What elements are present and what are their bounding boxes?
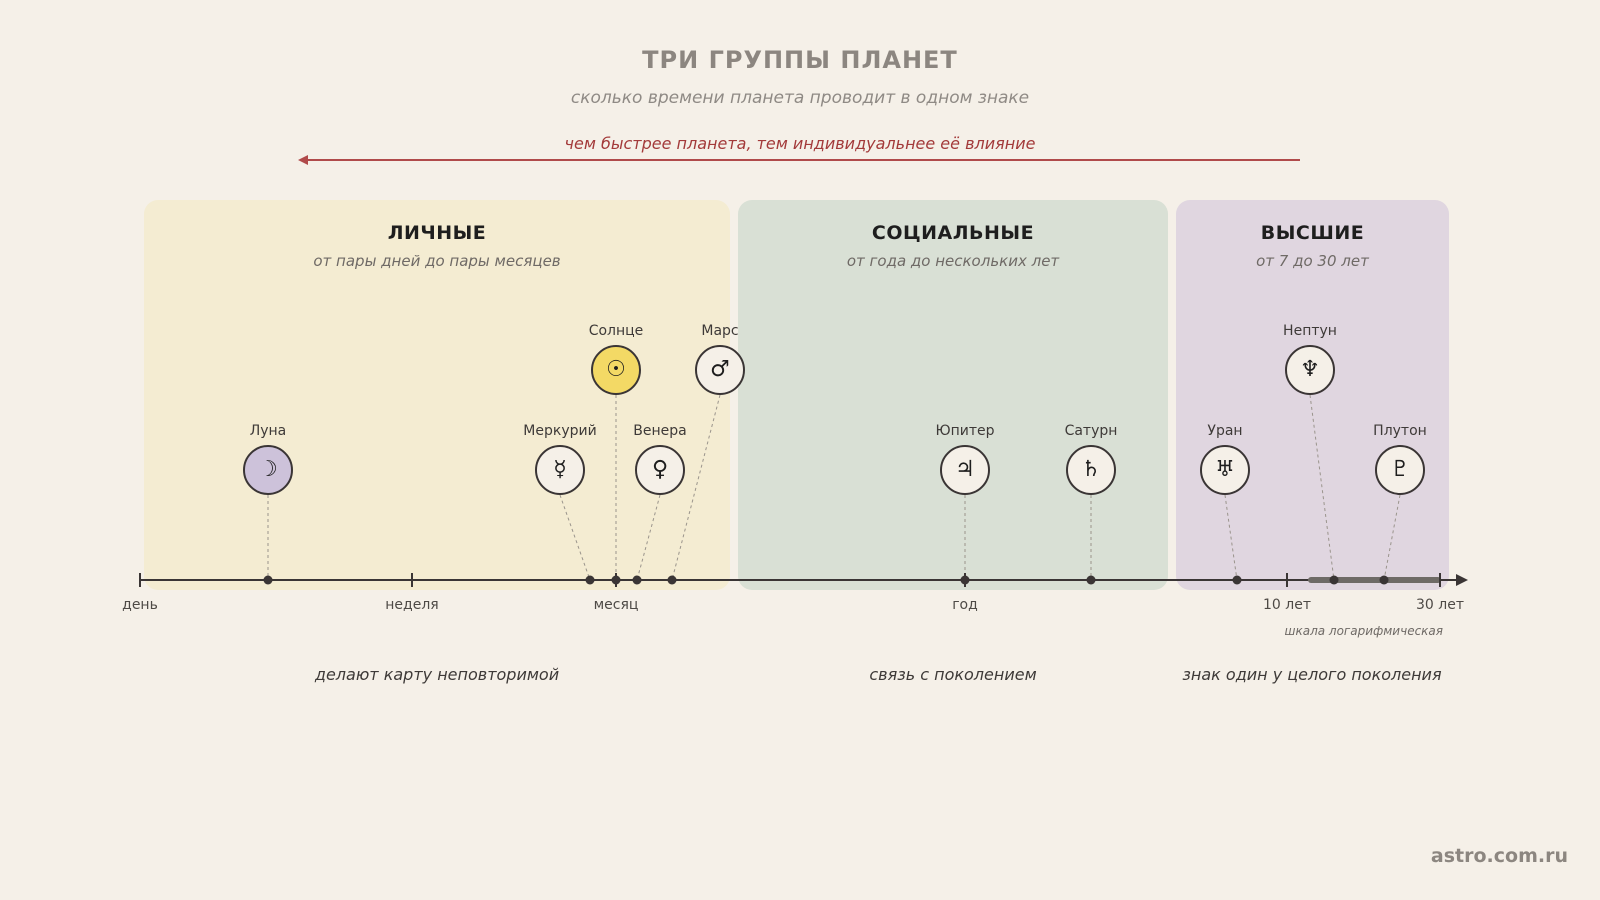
planet-label-mars: Марс bbox=[701, 323, 739, 339]
axis-dot-uranus bbox=[1232, 575, 1242, 585]
group-panel-social: СОЦИАЛЬНЫЕ от года до нескольких лет bbox=[738, 200, 1168, 590]
tick-label-30-years: 30 лет bbox=[1416, 597, 1464, 613]
planet-label-uranus: Уран bbox=[1207, 423, 1243, 439]
jupiter-icon: ♃ bbox=[940, 445, 990, 495]
leader-line-neptune bbox=[1309, 394, 1335, 581]
sun-icon: ☉ bbox=[591, 345, 641, 395]
tick-label-year: год bbox=[952, 597, 978, 613]
group-title-personal: ЛИЧНЫЕ bbox=[387, 222, 487, 244]
tick-label-month: месяц bbox=[593, 597, 639, 613]
axis-dot-moon bbox=[263, 575, 273, 585]
planet-label-saturn: Сатурн bbox=[1064, 423, 1118, 439]
arrow-left-icon bbox=[298, 155, 308, 165]
moon-icon: ☽ bbox=[243, 445, 293, 495]
leader-line-pluto bbox=[1383, 494, 1401, 581]
neptune-icon: ♆ bbox=[1285, 345, 1335, 395]
axis-dot-sun bbox=[611, 575, 621, 585]
axis-dot-neptune bbox=[1329, 575, 1339, 585]
planet-label-venus: Венера bbox=[633, 423, 687, 439]
group-title-social: СОЦИАЛЬНЫЕ bbox=[871, 222, 1035, 244]
venus-icon: ♀ bbox=[635, 445, 685, 495]
axis-arrow-icon bbox=[1456, 574, 1468, 586]
leader-line-mercury bbox=[559, 494, 591, 581]
group-range-higher: от 7 до 30 лет bbox=[1256, 252, 1369, 270]
tick-label-week: неделя bbox=[385, 597, 439, 613]
page-title: ТРИ ГРУППЫ ПЛАНЕТ bbox=[642, 46, 958, 74]
planet-label-sun: Солнце bbox=[588, 323, 644, 339]
leader-line-uranus bbox=[1224, 494, 1238, 581]
leader-line-venus bbox=[636, 494, 661, 581]
tick-label-10-years: 10 лет bbox=[1263, 597, 1311, 613]
mars-icon: ♂ bbox=[695, 345, 745, 395]
axis-dot-venus bbox=[632, 575, 642, 585]
brand-logo: astro.com.ru bbox=[1430, 845, 1568, 867]
planet-label-neptune: Нептун bbox=[1283, 323, 1337, 339]
planet-label-jupiter: Юпитер bbox=[935, 423, 995, 439]
group-note-higher: знак один у целого поколения bbox=[1182, 665, 1442, 684]
axis-dots bbox=[263, 575, 1389, 585]
saturn-icon: ♄ bbox=[1066, 445, 1116, 495]
group-range-social: от года до нескольких лет bbox=[846, 252, 1060, 270]
pluto-icon: ♇ bbox=[1375, 445, 1425, 495]
speed-arrow-line bbox=[300, 159, 1300, 161]
speed-note: чем быстрее планета, тем индивидуальнее … bbox=[564, 134, 1036, 153]
group-note-personal: делают карту неповторимой bbox=[314, 665, 560, 684]
axis-dot-jupiter bbox=[960, 575, 970, 585]
group-note-social: связь с поколением bbox=[869, 665, 1037, 684]
group-panel-personal: ЛИЧНЫЕ от пары дней до пары месяцев bbox=[144, 200, 730, 590]
planet-label-mercury: Меркурий bbox=[523, 423, 597, 439]
axis-dot-mars bbox=[667, 575, 677, 585]
axis-dot-pluto bbox=[1379, 575, 1389, 585]
planet-label-pluto: Плутон bbox=[1373, 423, 1427, 439]
scale-note: шкала логарифмическая bbox=[1284, 624, 1443, 638]
group-title-higher: ВЫСШИЕ bbox=[1260, 222, 1365, 244]
leader-lines bbox=[267, 394, 1401, 581]
uranus-icon: ♅ bbox=[1200, 445, 1250, 495]
tick-label-day: день bbox=[122, 597, 158, 613]
leader-line-mars bbox=[671, 394, 721, 581]
planet-label-moon: Луна bbox=[249, 423, 287, 439]
axis-dot-mercury bbox=[585, 575, 595, 585]
group-range-personal: от пары дней до пары месяцев bbox=[313, 252, 561, 270]
group-panel-higher: ВЫСШИЕ от 7 до 30 лет bbox=[1176, 200, 1449, 590]
page-subtitle: сколько времени планета проводит в одном… bbox=[570, 88, 1030, 108]
mercury-icon: ☿ bbox=[535, 445, 585, 495]
axis-dot-saturn bbox=[1086, 575, 1096, 585]
